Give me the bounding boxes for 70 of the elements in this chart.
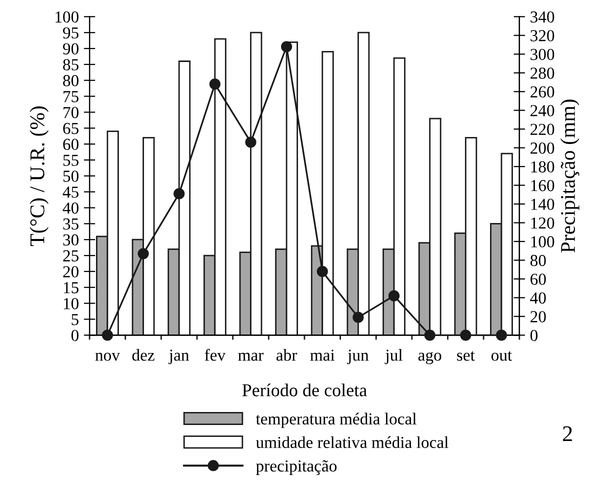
point (424, 330, 436, 341)
y-tick-label: 100 (56, 11, 78, 23)
point (102, 330, 114, 341)
legend-label: precipitação (256, 460, 337, 475)
y2-tick-label: 100 (531, 236, 554, 248)
y-tick-label: 65 (63, 122, 78, 134)
y2-tick-label: 300 (530, 48, 554, 60)
x-tick-label: set (457, 351, 475, 361)
text: 2 (562, 426, 572, 441)
x-tick-label: out (491, 351, 512, 361)
y2-tick-label: 80 (530, 254, 546, 266)
point (209, 78, 220, 90)
x-tick-label: fev (204, 348, 226, 361)
x-tick-label: jul (384, 349, 402, 364)
y2-tick-label: 140 (531, 198, 554, 210)
point (245, 136, 256, 148)
y2-tick-label: 200 (530, 142, 554, 154)
y-tick-label: 15 (64, 282, 78, 294)
point (174, 188, 185, 200)
legend-label: umidade relativa média local (256, 436, 448, 448)
y2-tick-label: 60 (530, 274, 546, 285)
y2-tick-label: 20 (530, 311, 546, 322)
y-tick-label: 30 (63, 234, 78, 246)
x-axis-title: Período de coleta (242, 384, 367, 396)
x-tick-label: jun (347, 350, 369, 364)
legend-label: temperatura média local (256, 412, 416, 428)
point (496, 330, 508, 341)
y2-axis-title: Precipitação (mm) (560, 100, 580, 253)
y2-tick-label: 340 (530, 11, 554, 23)
y2-tick-label: 0 (530, 330, 538, 342)
y-tick-label: 55 (63, 154, 78, 166)
y-tick-label: 75 (64, 91, 78, 102)
y-tick-label: 45 (62, 186, 78, 198)
y-axis-title: T(°C) / U.R. (%) (30, 106, 49, 246)
y-tick-label: 40 (62, 202, 78, 214)
y2-tick-label: 260 (530, 86, 554, 98)
y-tick-label: 90 (63, 43, 78, 54)
x-tick-label: ago (418, 352, 442, 364)
y2-tick-label: 160 (531, 180, 554, 192)
y2-tick-label: 320 (530, 30, 554, 42)
x-tick-label: nov (95, 352, 120, 361)
x-tick-label: mai (310, 350, 335, 361)
point (352, 312, 364, 323)
y-tick-label: 10 (64, 298, 78, 310)
point (281, 41, 292, 52)
x-tick-label: mar (238, 352, 264, 361)
y-tick-label: 85 (63, 59, 78, 70)
y2-tick-label: 120 (531, 217, 554, 229)
point (316, 266, 328, 278)
y2-tick-label: 40 (530, 292, 546, 304)
point (138, 248, 149, 260)
y2-tick-label: 180 (531, 161, 554, 172)
x-tick-label: jan (168, 350, 190, 364)
y2-tick-label: 220 (530, 124, 554, 136)
point (388, 290, 400, 302)
y-tick-label: 35 (63, 218, 78, 230)
y-tick-label: 0 (71, 330, 78, 342)
y-tick-label: 20 (63, 266, 78, 278)
y-tick-label: 80 (63, 75, 78, 86)
y-tick-label: 70 (64, 106, 78, 118)
point (460, 330, 472, 341)
y-tick-label: 25 (63, 250, 78, 262)
x-tick-label: abr (276, 349, 298, 361)
y-tick-label: 95 (63, 27, 78, 39)
y-tick-label: 60 (63, 138, 78, 150)
y2-tick-label: 240 (530, 105, 554, 116)
y-tick-label: 50 (63, 170, 78, 182)
y-tick-label: 5 (72, 314, 78, 326)
x-tick-label: dez (132, 349, 154, 361)
y2-tick-label: 280 (530, 68, 554, 79)
